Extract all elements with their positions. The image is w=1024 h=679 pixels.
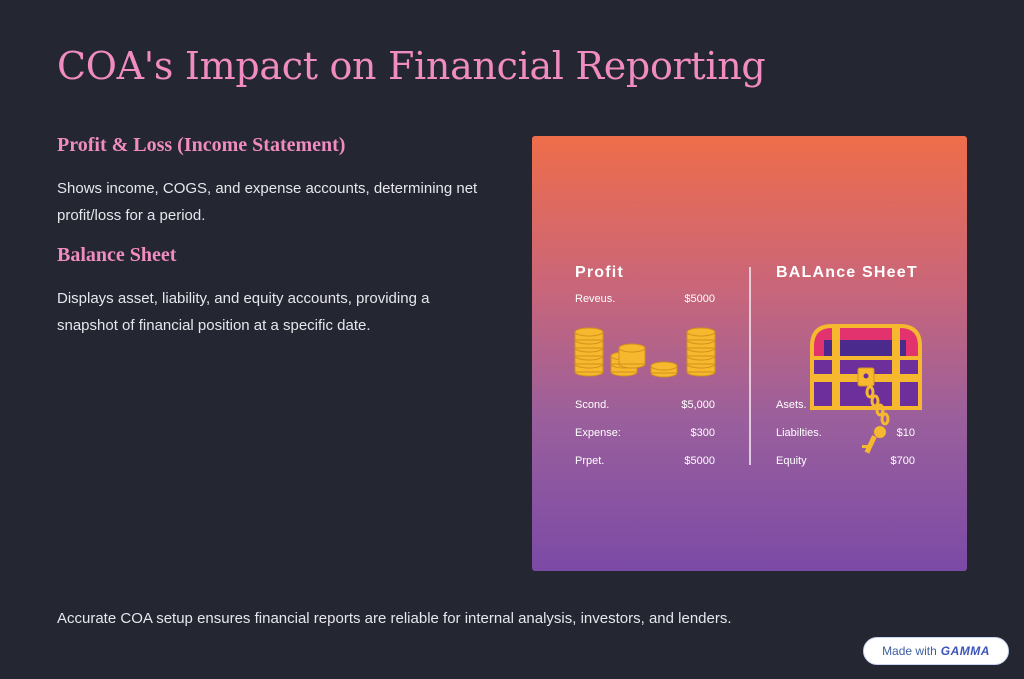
right-row-label: Asets. [776,399,807,411]
right-row-label: Liabilties. [776,427,822,439]
pl-heading: Profit & Loss (Income Statement) [57,134,346,156]
made-with-gamma-badge[interactable]: Made with GAMMA [863,637,1009,665]
balance-sheet-art-heading: BALAnce SHeeT [776,264,918,281]
pl-description: Shows income, COGS, and expense accounts… [57,175,507,229]
revenue-label: Reveus. [575,293,616,305]
right-row-value: $700 [890,455,915,467]
column-divider [749,267,751,465]
illustration-art [574,324,922,454]
pl-description-line1: Shows income, COGS, and expense accounts… [57,180,478,197]
footer-note: Accurate COA setup ensures financial rep… [57,610,732,627]
left-row-label: Prpet. [575,455,605,467]
left-row-label: Scond. [575,399,610,411]
balance-sheet-description: Displays asset, liability, and equity ac… [57,285,507,339]
coin-stacks-icon [574,327,716,378]
right-row-label: Equity [776,455,807,467]
gamma-logo: GAMMA [940,644,990,658]
left-row-label: Expense: [575,427,621,439]
profit-heading: Profit [575,264,624,281]
right-row-value: $10 [896,427,915,439]
pl-description-line2: profit/loss for a period. [57,207,206,224]
badge-prefix: Made with [882,644,937,658]
bs-description-line1: Displays asset, liability, and equity ac… [57,290,430,307]
left-row-value: $300 [690,427,715,439]
left-row-value: $5000 [684,455,715,467]
page-title: COA's Impact on Financial Reporting [57,44,766,88]
treasure-chest-icon [810,324,922,454]
bs-description-line2: snapshot of financial position at a spec… [57,317,371,334]
balance-sheet-heading: Balance Sheet [57,244,177,266]
financial-statements-illustration: Profit BALAnce SHeeT Reveus. $5000 Scond… [532,136,967,571]
revenue-value: $5000 [684,293,715,305]
left-row-value: $5,000 [681,399,715,411]
